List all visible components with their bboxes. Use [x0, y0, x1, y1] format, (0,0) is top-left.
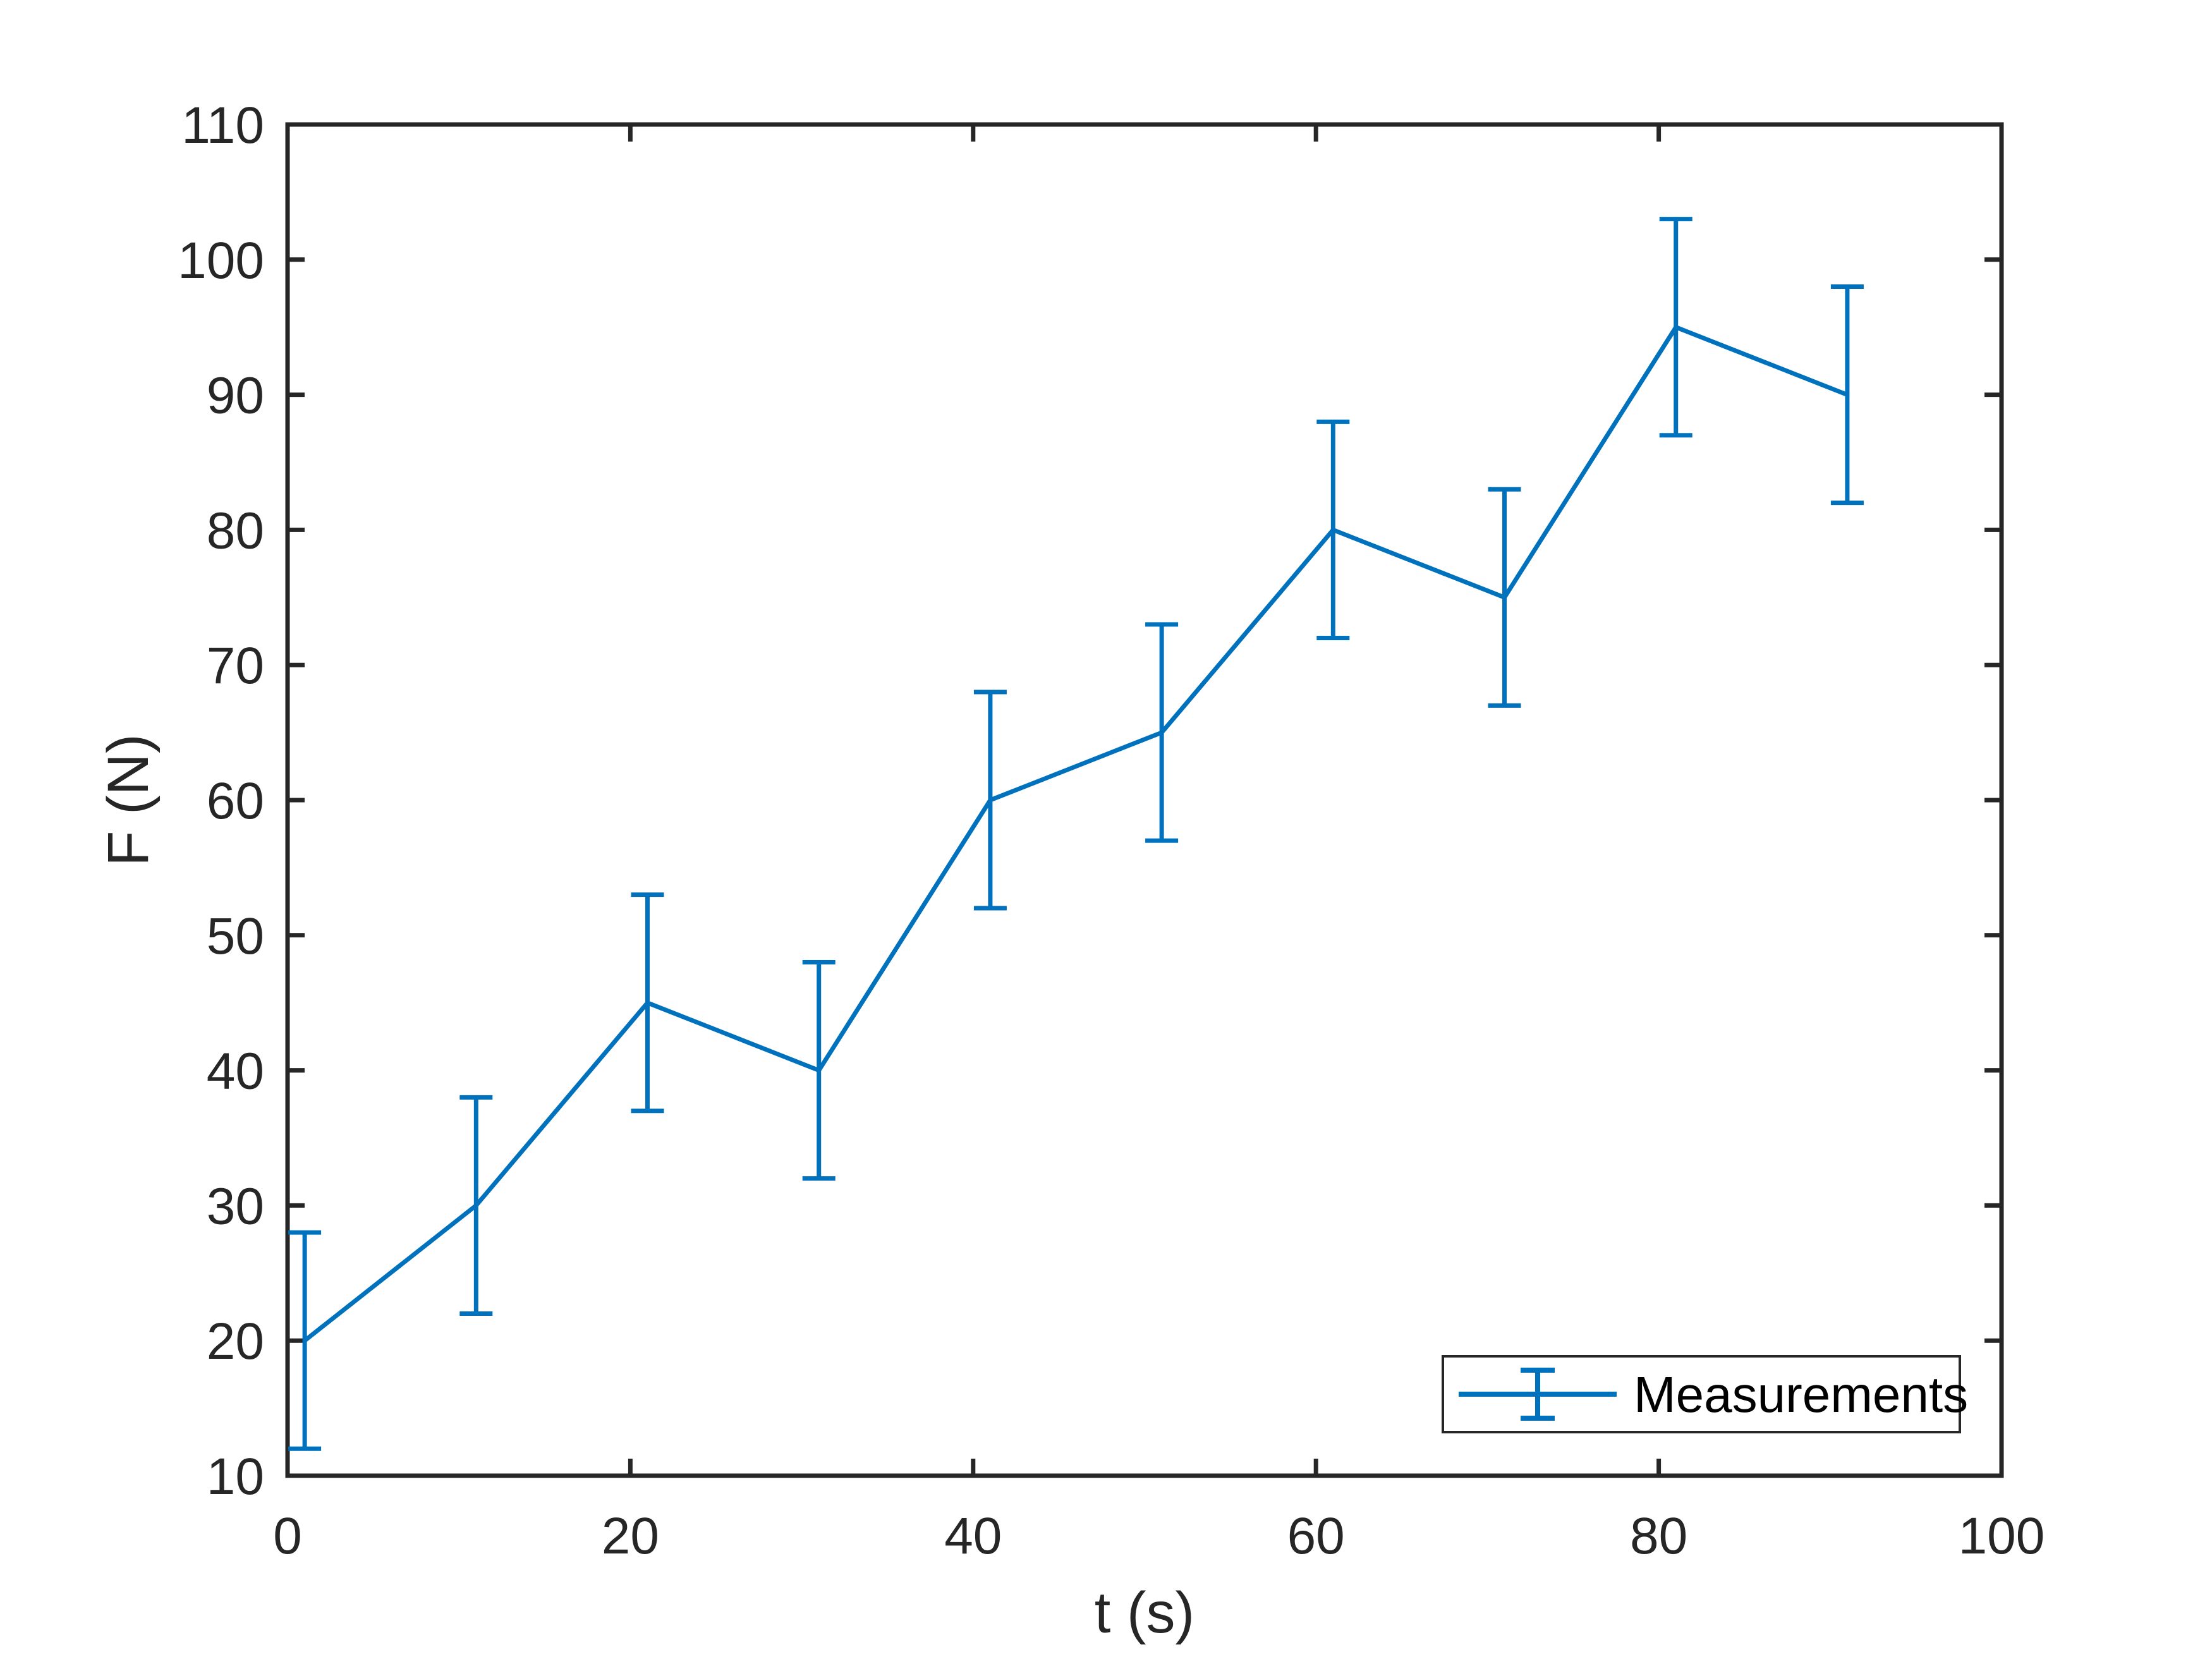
y-tick-label: 70	[207, 637, 264, 695]
legend-errorbar-icon	[1459, 1368, 1617, 1421]
y-tick-label: 80	[207, 502, 264, 559]
x-tick-label: 100	[1959, 1507, 2045, 1565]
y-tick-label: 20	[207, 1313, 264, 1370]
y-tick-label: 50	[207, 908, 264, 965]
legend: Measurements	[1442, 1355, 1968, 1433]
y-tick-label: 10	[207, 1448, 264, 1505]
x-tick-label: 20	[602, 1507, 659, 1565]
x-axis-label: t (s)	[1095, 1581, 1194, 1645]
data-line	[303, 324, 1849, 1342]
y-tick-label: 110	[181, 97, 264, 154]
y-axis-label: F (N)	[96, 734, 161, 866]
tick-marks	[285, 122, 2004, 1478]
y-tick-label: 90	[207, 367, 264, 425]
series-measurements	[288, 217, 1864, 1451]
legend-label: Measurements	[1634, 1366, 1968, 1423]
x-tick-label: 80	[1630, 1507, 1687, 1565]
x-tick-label: 60	[1287, 1507, 1345, 1565]
x-tick-label: 40	[944, 1507, 1002, 1565]
y-tick-label: 60	[207, 772, 264, 830]
y-tick-labels: 10 20 30 40 50 60 70 80 90 100 110	[178, 97, 264, 1505]
x-tick-labels: 0 20 40 60 80 100	[273, 1507, 2045, 1565]
y-tick-label: 40	[207, 1043, 264, 1100]
y-tick-label: 100	[178, 232, 264, 289]
x-tick-label: 0	[273, 1507, 302, 1565]
y-tick-label: 30	[207, 1177, 264, 1235]
